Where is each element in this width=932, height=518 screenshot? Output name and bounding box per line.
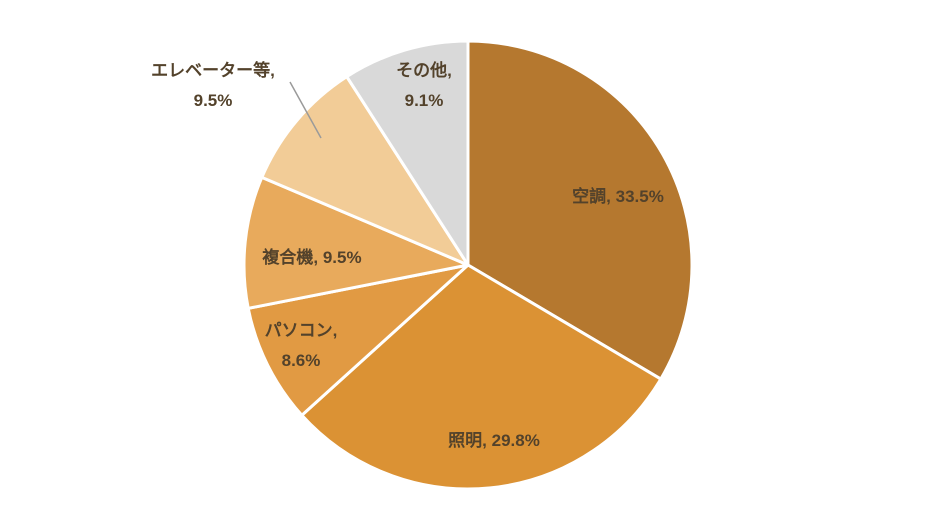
slice-label-line: 複合機, 9.5% [262,248,362,267]
pie-slice-lighting [300,263,663,491]
slice-label-line: 8.6% [281,350,321,370]
slice-label-line: 9.5% [193,90,233,110]
pie-slice-multifunction-printer [242,175,470,310]
slice-label-elevator: エレベーター等, 9.5% [151,56,275,116]
slice-label-line: エレベーター等, [151,61,275,80]
slice-label-multifunction-printer: 複合機, 9.5% [262,243,361,273]
slice-label-air-conditioning: 空調, 33.5% [572,182,664,212]
pie-slice-air-conditioning [466,39,694,381]
slice-label-line: 空調, 33.5% [572,187,664,206]
slice-label-lighting: 照明, 29.8% [448,426,540,456]
pie-slice-pc [246,263,470,417]
slice-label-line: パソコン, [264,321,338,340]
pie-slice-other [345,39,470,267]
slice-label-line: その他, [396,61,452,80]
slice-label-line: 照明, 29.8% [448,431,540,450]
slice-label-pc: パソコン, 8.6% [265,316,338,376]
leader-line-elevator [289,81,322,139]
slice-label-line: 9.1% [404,90,444,110]
slice-label-other: その他, 9.1% [396,56,452,116]
